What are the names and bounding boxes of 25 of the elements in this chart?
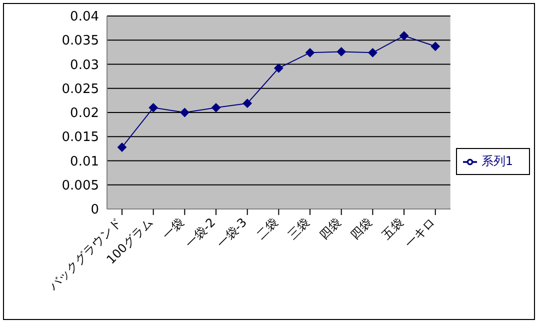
y-tick-label: 0.015 (62, 130, 99, 146)
point (212, 103, 221, 112)
y-tick-label: 0.005 (62, 178, 99, 194)
y-tick-label: 0 (90, 202, 99, 218)
x-tick-label: 四袋 (316, 215, 344, 242)
point (336, 47, 346, 56)
y-tick-label: 0.02 (70, 106, 99, 122)
point (180, 108, 190, 117)
point (306, 48, 315, 58)
legend-label: 系列1 (481, 154, 513, 168)
point (274, 64, 284, 73)
x-tick-label: 四袋 (348, 215, 375, 242)
point (148, 103, 158, 112)
y-tick-label: 0.03 (70, 58, 99, 73)
point (430, 42, 440, 51)
point (118, 142, 126, 152)
x-tick-label: 三袋 (285, 215, 312, 242)
y-tick-label: 0.025 (62, 82, 99, 97)
y-tick-label: 0.01 (70, 154, 99, 170)
y-tick-label: 0.04 (70, 10, 99, 25)
point (400, 31, 409, 40)
point (368, 48, 378, 58)
point (242, 98, 252, 108)
y-tick-label: 0.035 (62, 34, 99, 49)
x-tick-label: 二袋 (254, 215, 281, 242)
